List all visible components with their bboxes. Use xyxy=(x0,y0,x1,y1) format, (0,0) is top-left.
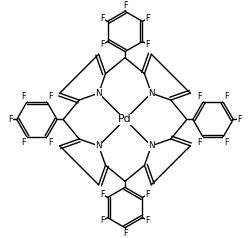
Text: N: N xyxy=(148,141,154,150)
Text: N: N xyxy=(96,141,102,150)
Text: N: N xyxy=(148,89,154,98)
Text: F: F xyxy=(22,138,26,147)
Text: F: F xyxy=(146,14,150,23)
Text: F: F xyxy=(123,229,127,238)
Text: F: F xyxy=(146,216,150,225)
Text: F: F xyxy=(100,190,104,199)
Text: F: F xyxy=(22,92,26,101)
Text: F: F xyxy=(146,40,150,49)
Text: F: F xyxy=(224,92,228,101)
Text: F: F xyxy=(100,14,104,23)
Text: F: F xyxy=(198,92,202,101)
Text: F: F xyxy=(224,138,228,147)
Text: N: N xyxy=(96,89,102,98)
Text: F: F xyxy=(8,115,13,124)
Text: F: F xyxy=(198,138,202,147)
Text: F: F xyxy=(100,216,104,225)
Text: F: F xyxy=(237,115,242,124)
Text: F: F xyxy=(146,190,150,199)
Text: F: F xyxy=(100,40,104,49)
Text: F: F xyxy=(48,92,52,101)
Text: F: F xyxy=(48,138,52,147)
Text: F: F xyxy=(123,1,127,10)
Text: Pd: Pd xyxy=(118,114,132,125)
